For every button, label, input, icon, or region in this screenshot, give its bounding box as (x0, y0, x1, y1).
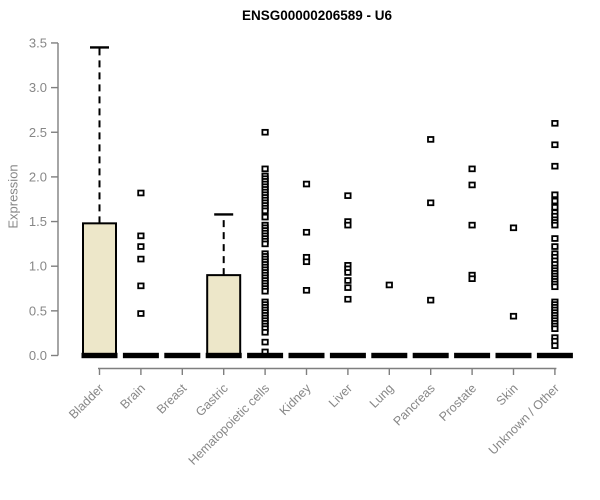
outlier-point (468, 181, 476, 189)
boxplot-skin (495, 224, 532, 359)
boxplot-prostate (454, 165, 491, 359)
outlier-point (302, 258, 311, 266)
outlier-point (468, 165, 476, 173)
outlier-point (551, 221, 559, 229)
outlier-point (551, 162, 559, 170)
y-tick-label: 0.5 (29, 303, 47, 318)
x-category-label: Unknown / Other (486, 381, 562, 457)
outlier-point (344, 277, 352, 284)
median-bar (329, 352, 366, 359)
x-category-label: Bladder (66, 381, 106, 421)
outlier-point (385, 281, 393, 289)
outlier-point (137, 282, 145, 290)
outlier-point (302, 228, 311, 236)
outlier-point (344, 221, 352, 229)
boxplot-gastric (205, 213, 242, 359)
outlier-point (261, 287, 269, 295)
median-bar (536, 352, 573, 359)
outlier-point (509, 312, 518, 320)
median-bar (81, 352, 118, 359)
boxplot-bladder (81, 46, 118, 359)
x-category-label: Pancreas (391, 381, 438, 428)
outlier-point (468, 275, 476, 283)
outlier-point (427, 136, 435, 143)
x-category-label: Lung (367, 381, 397, 411)
x-category-label: Prostate (436, 381, 479, 424)
boxplot-unknown-other (536, 120, 573, 359)
outlier-point (261, 165, 269, 173)
outlier-point (261, 328, 269, 336)
outlier-point (261, 213, 269, 221)
median-bar (412, 352, 449, 359)
y-tick-label: 2.0 (29, 169, 47, 184)
x-category-label: Kidney (277, 381, 314, 418)
y-tick-label: 3.0 (29, 80, 47, 95)
outlier-point (551, 197, 559, 205)
outlier-point (551, 203, 559, 211)
outlier-point (137, 232, 145, 240)
outlier-point (137, 310, 145, 317)
y-tick-label: 2.5 (29, 125, 47, 140)
outlier-point (302, 180, 311, 188)
boxplot-brain (122, 189, 159, 359)
outlier-point (427, 199, 435, 207)
chart-title: ENSG00000206589 - U6 (241, 8, 393, 23)
boxplot-breast (164, 352, 201, 359)
x-category-label: Skin (494, 381, 521, 408)
boxplot-pancreas (412, 136, 449, 359)
outlier-point (137, 243, 145, 250)
median-bar (122, 352, 159, 359)
boxplot-liver (329, 192, 366, 359)
outlier-point (551, 325, 559, 333)
outlier-point (344, 192, 352, 199)
median-bar (371, 352, 408, 359)
outlier-point (509, 224, 518, 232)
outlier-point (137, 189, 145, 197)
boxplot-hematopoietic-cells (247, 128, 284, 359)
outlier-point (551, 342, 559, 349)
outlier-point (344, 269, 352, 276)
outlier-point (551, 283, 559, 291)
box (82, 222, 117, 357)
outlier-point (344, 295, 352, 303)
x-category-label: Liver (326, 381, 355, 410)
outlier-point (551, 120, 559, 127)
y-tick-label: 1.5 (29, 214, 47, 229)
median-bar (164, 352, 201, 359)
outlier-point (261, 128, 269, 136)
x-category-label: Breast (154, 381, 190, 417)
median-bar (495, 352, 532, 359)
outlier-point (551, 235, 559, 242)
outlier-point (261, 338, 269, 346)
y-axis: 0.0 0.5 1.0 1.5 2.0 2.5 3.0 3.5 (29, 35, 59, 363)
outlier-point (137, 255, 145, 263)
y-tick-label: 1.0 (29, 259, 47, 274)
outlier-point (551, 191, 559, 199)
y-tick-label: 0.0 (29, 348, 47, 363)
boxplot-lung (371, 281, 408, 359)
median-bar (288, 352, 325, 359)
median-bar (205, 352, 242, 359)
y-tick-label: 3.5 (29, 35, 47, 50)
outlier-point (261, 207, 269, 215)
median-bar (454, 352, 491, 359)
outlier-point (427, 296, 435, 304)
x-category-label: Gastric (193, 381, 231, 419)
outlier-point (551, 141, 559, 149)
outlier-point (344, 284, 352, 291)
x-category-label: Hematopoietic cells (186, 381, 273, 468)
boxplot-kidney (288, 180, 325, 359)
x-category-label: Brain (117, 381, 148, 412)
y-axis-title: Expression (5, 164, 21, 229)
outlier-point (468, 221, 476, 229)
median-bar (247, 352, 284, 359)
box (206, 274, 242, 357)
outlier-point (302, 287, 311, 294)
outlier-point (261, 240, 269, 248)
outlier-point (551, 243, 559, 250)
